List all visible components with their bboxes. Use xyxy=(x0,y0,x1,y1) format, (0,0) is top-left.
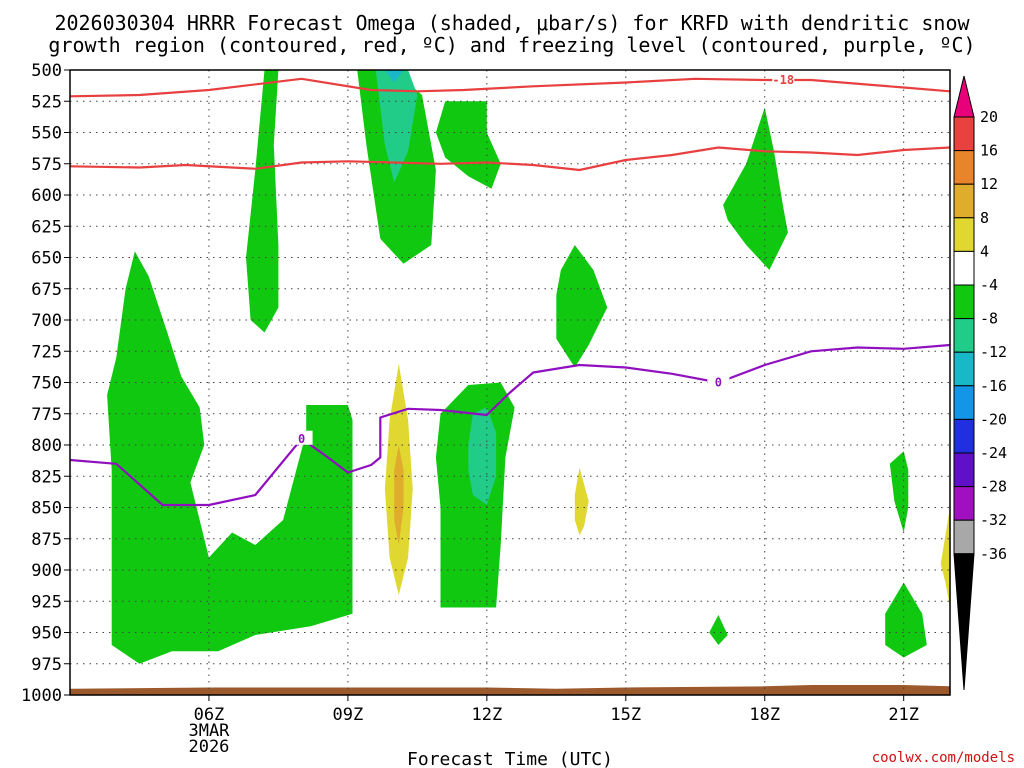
colorbar-label: 12 xyxy=(980,175,998,193)
colorbar-swatch xyxy=(953,318,975,353)
x-tick-label: 21Z xyxy=(888,705,919,725)
colorbar-label: 4 xyxy=(980,242,989,260)
colorbar-label: 20 xyxy=(980,108,998,126)
colorbar-swatch xyxy=(953,150,975,185)
y-tick-label: 725 xyxy=(31,342,62,362)
colorbar-label: 8 xyxy=(980,209,989,227)
y-tick-label: 600 xyxy=(31,186,62,206)
colorbar-swatch xyxy=(953,519,975,555)
y-tick-label: 550 xyxy=(31,124,62,144)
plot-area: -18 0 0 xyxy=(69,69,951,696)
colorbar-label: -28 xyxy=(980,478,1007,496)
contour-label-minus18: -18 xyxy=(772,73,794,87)
y-tick-label: 525 xyxy=(31,92,62,112)
colorbar-bottom-arrow xyxy=(953,553,975,691)
colorbar-swatch xyxy=(953,385,975,420)
omega-region-2 xyxy=(375,70,418,183)
surface-layer xyxy=(70,685,950,695)
colorbar-swatch xyxy=(953,116,975,152)
omega-region-12 xyxy=(723,107,788,270)
colorbar-top-arrow xyxy=(953,75,975,118)
colorbar-label: -36 xyxy=(980,545,1007,563)
colorbar-swatch xyxy=(953,250,975,286)
grid xyxy=(70,69,950,696)
x-tick-label: 15Z xyxy=(610,705,641,725)
y-tick-label: 575 xyxy=(31,155,62,175)
surface-terrain xyxy=(70,685,950,695)
x-tick-label: 18Z xyxy=(749,705,780,725)
y-tick-label: 675 xyxy=(31,280,62,300)
contour-label-freezing-1: 0 xyxy=(298,432,305,446)
chart-title: 2026030304 HRRR Forecast Omega (shaded, … xyxy=(54,11,970,35)
x-tick-label: 09Z xyxy=(333,705,364,725)
credit-text: coolwx.com/models xyxy=(872,750,1015,766)
y-tick-label: 875 xyxy=(31,530,62,550)
colorbar-swatch xyxy=(953,217,975,252)
omega-region-3 xyxy=(384,70,404,83)
colorbar-swatch xyxy=(953,351,975,387)
x-tick-label: 12Z xyxy=(471,705,502,725)
colorbar-label: -32 xyxy=(980,511,1007,529)
y-tick-label: 1000 xyxy=(21,686,62,706)
omega-region-11 xyxy=(574,467,589,535)
contour-label-minus18-bg xyxy=(772,72,795,86)
contour-dgz_minus18 xyxy=(69,77,951,98)
colorbar-label: -16 xyxy=(980,377,1007,395)
omega-region-0 xyxy=(246,70,279,333)
omega-regions xyxy=(107,70,950,664)
y-tick-label: 850 xyxy=(31,499,62,519)
colorbar-label: 16 xyxy=(980,142,998,160)
x-tick-label: 06Z xyxy=(194,705,225,725)
x-date-label: 3MAR xyxy=(188,721,230,741)
omega-region-16 xyxy=(940,507,950,608)
y-tick-label: 700 xyxy=(31,311,62,331)
omega-region-7 xyxy=(468,407,497,505)
omega-region-13 xyxy=(709,615,728,645)
colorbar-label: -12 xyxy=(980,343,1007,361)
y-tick-label: 625 xyxy=(31,217,62,237)
chart-subtitle: growth region (contoured, red, ºC) and f… xyxy=(48,33,975,57)
x-axis-label: Forecast Time (UTC) xyxy=(407,749,613,768)
colorbar-swatch xyxy=(953,418,975,454)
contour-lines: -18 0 0 xyxy=(69,72,951,507)
colorbar-label: -20 xyxy=(980,410,1007,428)
contour-label-freezing-1-bg xyxy=(290,430,313,445)
y-tick-label: 500 xyxy=(31,61,62,81)
y-tick-label: 950 xyxy=(31,624,62,644)
y-tick-label: 975 xyxy=(31,655,62,675)
colorbar: 20 16 12 8 4 -4 -8 -12 -16 -20 -24 -28 -32 -36 xyxy=(953,75,1007,691)
colorbar-label: -24 xyxy=(980,444,1007,462)
colorbar-swatch xyxy=(953,486,975,521)
y-tick-label: 775 xyxy=(31,405,62,425)
contour-label-freezing-2-bg xyxy=(707,374,730,389)
y-axis: 500 525 550 575 600 625 650 675 700 725 750 775 800 8… xyxy=(21,61,70,706)
y-tick-label: 650 xyxy=(31,249,62,269)
contour-label-freezing-2: 0 xyxy=(715,376,722,390)
contour-dgz_minus12 xyxy=(69,146,951,172)
colorbar-swatch xyxy=(953,452,975,488)
omega-region-4 xyxy=(435,101,501,189)
omega-region-10 xyxy=(556,245,608,368)
y-tick-label: 800 xyxy=(31,436,62,456)
omega-region-9 xyxy=(394,445,404,545)
omega-region-5 xyxy=(107,251,353,664)
x-year-label: 2026 xyxy=(188,737,229,757)
colorbar-label: -8 xyxy=(980,310,998,328)
colorbar-swatch xyxy=(953,284,975,320)
colorbar-swatch xyxy=(953,183,975,219)
y-tick-label: 750 xyxy=(31,374,62,394)
y-tick-label: 925 xyxy=(31,592,62,612)
contour-freezing xyxy=(69,343,951,507)
y-tick-label: 900 xyxy=(31,561,62,581)
colorbar-label: -4 xyxy=(980,276,998,294)
y-tick-label: 825 xyxy=(31,467,62,487)
